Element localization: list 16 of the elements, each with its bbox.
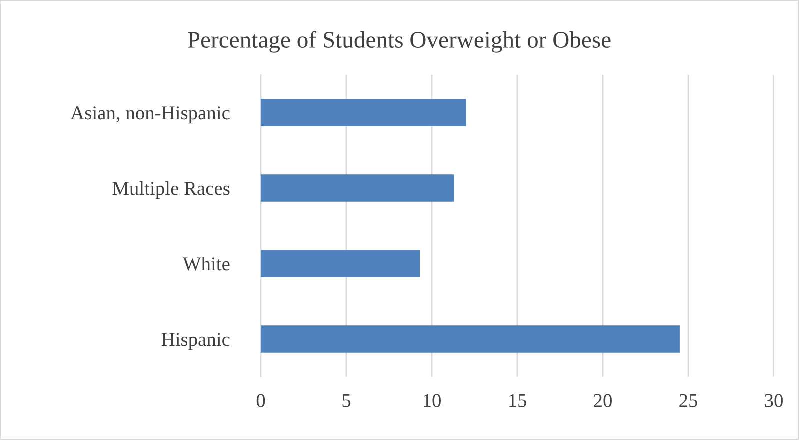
x-tick-label: 25 (680, 394, 698, 408)
x-tick-label: 20 (594, 394, 612, 408)
x-tick-label: 15 (509, 394, 526, 408)
bar (261, 99, 466, 126)
bar (261, 174, 454, 202)
bar (261, 250, 420, 278)
chart-title: Percentage of Students Overweight or Obese (188, 31, 611, 53)
x-tick-label: 30 (765, 394, 783, 408)
y-tick-label: Hispanic (162, 333, 230, 350)
x-tick-label: 10 (424, 394, 441, 408)
y-tick-label: Asian, non-Hispanic (70, 106, 230, 124)
bar (261, 326, 680, 353)
y-tick-label: Multiple Races (112, 182, 230, 200)
y-tick-label: White (182, 257, 230, 271)
x-tick-label: 0 (256, 394, 266, 408)
x-tick-label: 5 (342, 394, 351, 408)
